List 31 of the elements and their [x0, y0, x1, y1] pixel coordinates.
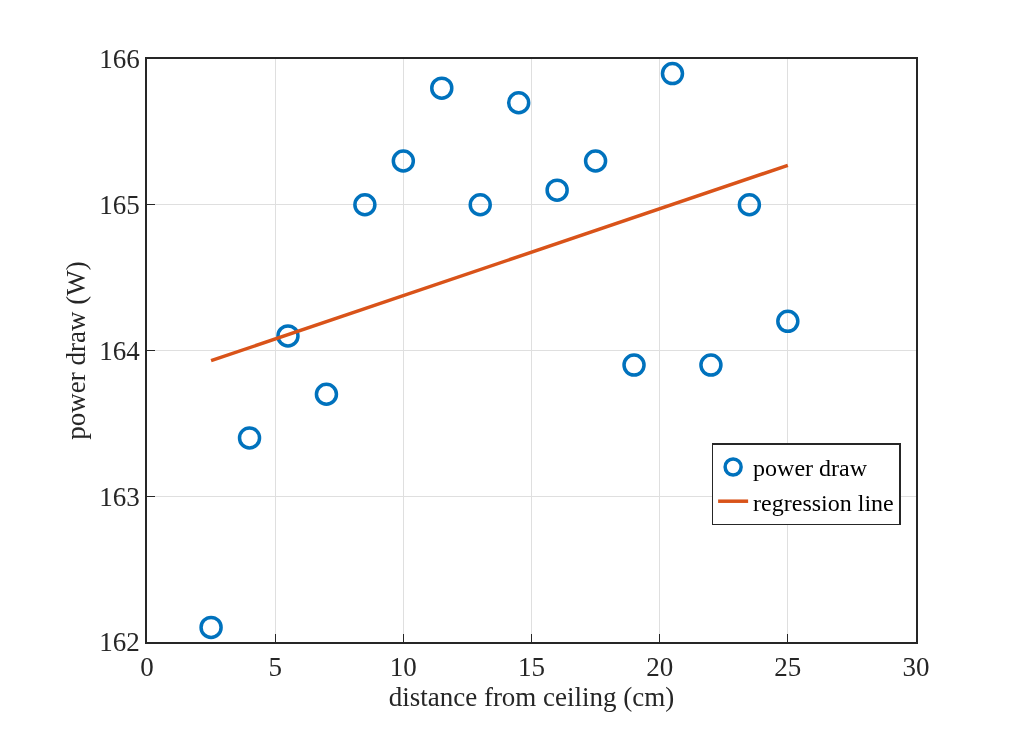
point	[430, 76, 454, 100]
legend-label: regression line	[753, 489, 894, 516]
y-axis-title: power draw (W)	[60, 261, 91, 440]
x-axis-title: distance from ceiling (cm)	[388, 682, 675, 713]
x-tick-label: 15	[518, 652, 545, 683]
point	[545, 178, 569, 202]
y-tick-label: 166	[99, 44, 140, 75]
point	[353, 193, 377, 217]
point	[314, 382, 339, 406]
point	[199, 615, 223, 640]
point	[391, 149, 416, 173]
y-tick-label: 165	[99, 190, 140, 221]
point	[699, 353, 723, 377]
point	[506, 90, 531, 115]
x-tick-label: 10	[389, 652, 417, 683]
point	[660, 61, 685, 86]
point	[583, 149, 608, 173]
x-tick-label: 20	[646, 652, 674, 683]
y-tick-label: 164	[99, 335, 141, 366]
point	[737, 193, 762, 217]
x-tick-label: 25	[774, 652, 802, 683]
point	[237, 426, 262, 450]
y-tick-label: 163	[99, 481, 140, 512]
x-tick-label: 0	[140, 652, 154, 683]
point	[776, 309, 800, 334]
y-tick-label: 162	[99, 627, 140, 658]
x-tick-label: 30	[902, 652, 930, 683]
x-tick-label: 5	[268, 652, 282, 683]
legend-label: power draw	[753, 455, 868, 482]
point	[468, 193, 492, 217]
point	[622, 353, 646, 377]
